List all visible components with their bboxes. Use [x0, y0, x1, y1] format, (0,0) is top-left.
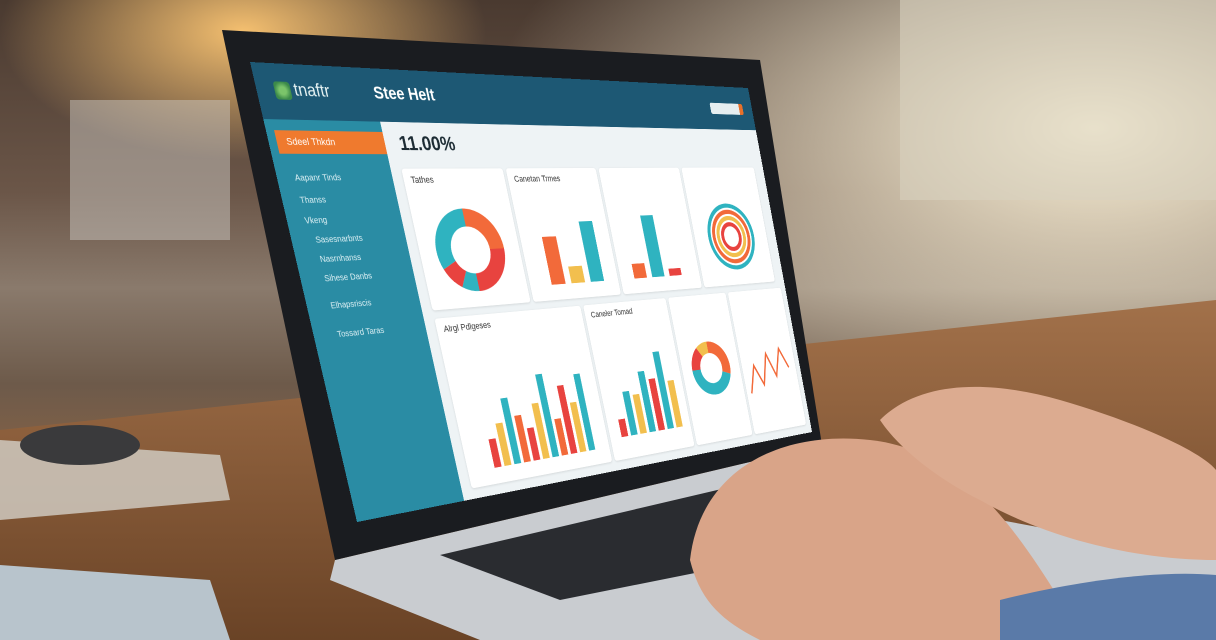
- donut-segment: [464, 217, 497, 250]
- chart-card: Alrgl Pdlgeses: [434, 305, 613, 489]
- kpi-value: 11.00%: [396, 132, 458, 156]
- line-series: [744, 348, 792, 394]
- window: [900, 0, 1216, 200]
- sidebar-item[interactable]: Sihese Danbs: [323, 271, 374, 285]
- bar: [631, 263, 648, 279]
- logo-text: tnaftr: [291, 80, 332, 102]
- papers: [0, 565, 230, 640]
- sidebar-item[interactable]: Tossard Taras: [336, 325, 386, 340]
- chart: [488, 373, 596, 468]
- sidebar-item[interactable]: Aapanr Tinds: [293, 173, 343, 184]
- sleeve: [1000, 573, 1216, 640]
- radial-ring: [721, 224, 743, 250]
- monitor-background: [70, 100, 230, 240]
- sidebar-item[interactable]: Vkeng: [303, 215, 329, 227]
- donut-segment: [707, 346, 727, 375]
- sidebar-item-active[interactable]: Sdeel Thkdn: [274, 130, 388, 155]
- donut-segment: [693, 352, 702, 370]
- header-button[interactable]: [709, 102, 744, 115]
- logo: tnaftr: [272, 79, 332, 102]
- donut-segment: [450, 264, 465, 279]
- sidebar-item[interactable]: Nasrnhanss: [319, 253, 363, 265]
- bar: [668, 267, 682, 276]
- donut-segment: [464, 278, 478, 283]
- sidebar-item[interactable]: Elhapsriscis: [329, 298, 373, 312]
- bar: [618, 418, 629, 438]
- right-hand: [880, 386, 1216, 560]
- logo-icon: [272, 80, 293, 100]
- bar: [568, 265, 586, 284]
- sidebar-item[interactable]: Thanss: [298, 195, 328, 206]
- donut-segment: [699, 347, 709, 352]
- sidebar-item[interactable]: Sasesnarbnts: [314, 233, 364, 246]
- bar: [541, 236, 566, 285]
- mouse: [20, 425, 140, 465]
- page-title: Stee Helt: [371, 83, 437, 105]
